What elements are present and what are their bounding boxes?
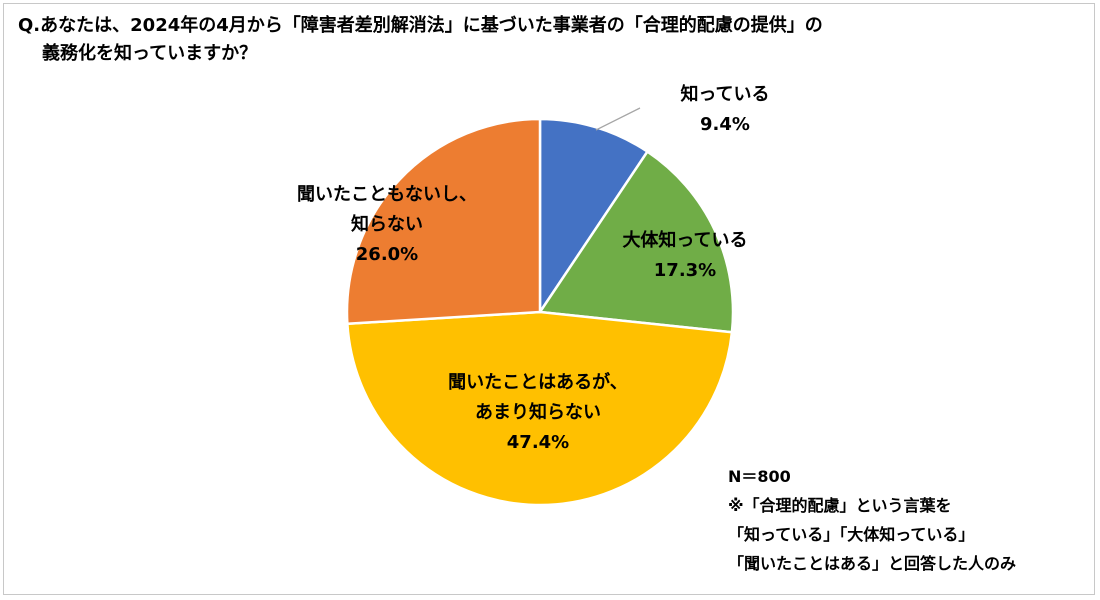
label-heard-not-know-value: 47.4% xyxy=(506,432,570,453)
label-roughly-know-name: 大体知っている xyxy=(622,230,748,251)
label-know-name: 知っている xyxy=(680,84,770,105)
label-heard-not-know-line2: あまり知らない xyxy=(475,402,601,423)
label-know: 知っている 9.4% xyxy=(645,80,805,140)
slice-know xyxy=(538,117,650,317)
slice-roughly-know xyxy=(537,149,735,334)
footnote-n: N＝800 xyxy=(728,467,791,486)
slice-never-heard xyxy=(345,117,542,326)
label-never-heard-value: 26.0% xyxy=(355,244,419,265)
label-roughly-know-value: 17.3% xyxy=(653,260,717,281)
footnote-line-1: ※「合理的配慮」という言葉を xyxy=(728,496,952,515)
title-line-2: 義務化を知っていますか？ xyxy=(42,43,258,64)
label-never-heard: 聞いたこともないし、 知らない 26.0% xyxy=(272,180,502,270)
title-line-1: Q.あなたは、2024年の4月から「障害者差別解消法」に基づいた事業者の「合理的… xyxy=(18,15,823,36)
label-heard-not-know-line1: 聞いたことはあるが、 xyxy=(448,372,628,393)
footnote: N＝800 ※「合理的配慮」という言葉を 「知っている」「大体知っている」 「聞… xyxy=(728,462,1016,578)
label-never-heard-line2: 知らない xyxy=(351,214,423,235)
label-know-value: 9.4% xyxy=(700,114,750,135)
label-heard-not-know: 聞いたことはあるが、 あまり知らない 47.4% xyxy=(398,368,678,458)
leader-line xyxy=(595,107,641,131)
label-never-heard-line1: 聞いたこともないし、 xyxy=(297,184,477,205)
chart-frame xyxy=(3,3,1095,595)
footnote-line-3: 「聞いたことはある」と回答した人のみ xyxy=(728,554,1017,573)
label-roughly-know: 大体知っている 17.3% xyxy=(585,226,785,286)
chart-title: Q.あなたは、2024年の4月から「障害者差別解消法」に基づいた事業者の「合理的… xyxy=(18,12,823,68)
footnote-line-2: 「知っている」「大体知っている」 xyxy=(728,525,975,544)
slice-heard-not-know xyxy=(346,310,734,507)
